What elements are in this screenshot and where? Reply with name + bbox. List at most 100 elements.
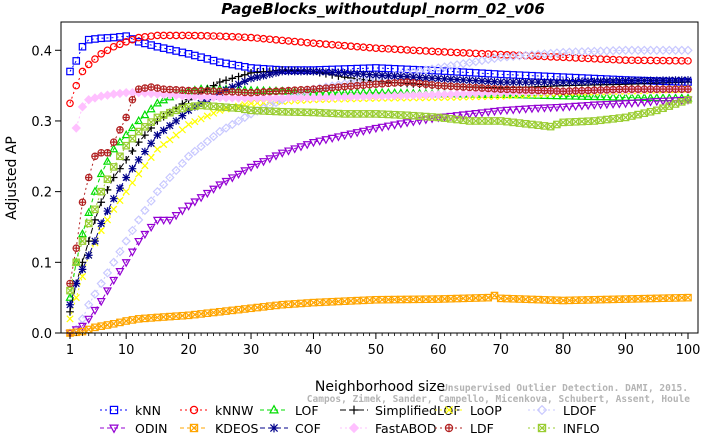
point-odin — [571, 102, 581, 112]
point-inflo — [84, 219, 93, 228]
point-lof — [127, 122, 137, 132]
point-cof — [334, 68, 343, 77]
point-cof — [78, 265, 87, 274]
point-inflo — [596, 116, 605, 125]
point-loop — [172, 131, 180, 139]
point-ldf — [471, 83, 480, 92]
point-ldof — [602, 46, 612, 56]
point-cof — [141, 147, 149, 156]
point-ldof — [183, 151, 194, 161]
point-fastabod — [433, 90, 443, 100]
legend-marker-lof — [269, 404, 279, 414]
point-inflo — [278, 107, 287, 116]
watermark-line-2: Unsupervised Outlier Detection. DAMI, 20… — [442, 383, 688, 394]
point-cof — [634, 76, 642, 85]
point-ldf — [72, 244, 81, 252]
point-inflo — [553, 120, 561, 129]
point-ldof — [683, 45, 693, 55]
point-ldf — [159, 85, 168, 93]
point-odin — [234, 170, 244, 180]
point-odin — [402, 119, 412, 128]
point-ldof — [158, 179, 169, 190]
point-cof — [521, 78, 530, 86]
point-ldof — [595, 46, 606, 56]
point-ldf — [671, 85, 680, 93]
legend-label-knnw: kNNW — [215, 403, 253, 418]
point-lof — [65, 292, 75, 301]
point-ldf — [334, 83, 343, 91]
point-ldf — [534, 86, 542, 95]
point-cof — [453, 75, 461, 84]
point-fastabod — [402, 90, 412, 101]
point-ldf — [84, 173, 93, 182]
point-ldof — [102, 268, 113, 278]
point-inflo — [91, 205, 99, 214]
point-knnw — [84, 60, 93, 69]
point-odin — [340, 131, 350, 141]
point-cof — [166, 121, 174, 130]
point-cof — [565, 78, 574, 86]
point-ldf — [197, 87, 205, 95]
legend-item-kdeos: KDEOS — [180, 421, 259, 434]
point-ldf — [353, 81, 361, 90]
point-ldof — [614, 45, 625, 56]
point-cof — [640, 76, 649, 85]
point-ldf — [328, 83, 336, 92]
point-lof — [152, 98, 162, 107]
point-fastabod — [352, 91, 362, 102]
point-odin — [140, 230, 150, 240]
point-ldf — [247, 88, 255, 97]
point-lof — [71, 257, 81, 266]
point-odin — [277, 149, 287, 158]
point-loop — [122, 188, 130, 196]
point-fastabod — [358, 91, 369, 102]
point-ldf — [166, 85, 174, 94]
point-cof — [540, 78, 549, 86]
point-inflo — [72, 258, 81, 267]
point-inflo — [671, 100, 680, 108]
point-ldf — [78, 198, 87, 207]
legend-marker-inflo — [537, 423, 547, 433]
x-tick-label: 10 — [118, 343, 135, 358]
point-odin — [177, 207, 187, 216]
point-ldf — [465, 83, 474, 92]
point-ldf — [97, 148, 106, 157]
legend-item-loop: LoOP — [435, 403, 502, 418]
point-cof — [116, 184, 124, 192]
point-odin — [109, 276, 119, 286]
point-fastabod — [196, 92, 206, 102]
point-odin — [90, 306, 100, 316]
point-odin — [521, 105, 531, 114]
point-loop — [191, 118, 199, 126]
point-kdeos — [91, 323, 99, 332]
point-ldf — [284, 86, 293, 95]
point-cof — [359, 70, 368, 79]
point-inflo — [409, 111, 418, 120]
point-cof — [546, 78, 555, 86]
legend-label-inflo: INFLO — [563, 421, 600, 434]
point-cof — [272, 69, 280, 77]
point-fastabod — [296, 93, 306, 103]
point-odin — [134, 237, 144, 247]
point-inflo — [228, 103, 237, 112]
point-odin — [283, 147, 294, 156]
point-fastabod — [321, 92, 331, 103]
point-fastabod — [446, 89, 456, 100]
point-ldf — [540, 86, 549, 95]
point-cof — [128, 164, 137, 173]
point-ldof — [84, 300, 94, 310]
point-ldf — [147, 83, 155, 91]
point-knn — [184, 50, 193, 58]
point-inflo — [141, 123, 149, 131]
point-ldf — [578, 86, 586, 95]
point-ldof — [577, 47, 587, 57]
point-lof — [96, 168, 106, 178]
point-ldof — [90, 289, 100, 299]
point-loop — [234, 102, 243, 110]
point-odin — [514, 105, 524, 115]
x-tick-label: 50 — [368, 343, 385, 358]
point-fastabod — [439, 89, 450, 100]
point-cof — [253, 73, 262, 81]
point-loop — [197, 115, 205, 123]
point-ldf — [116, 125, 124, 134]
